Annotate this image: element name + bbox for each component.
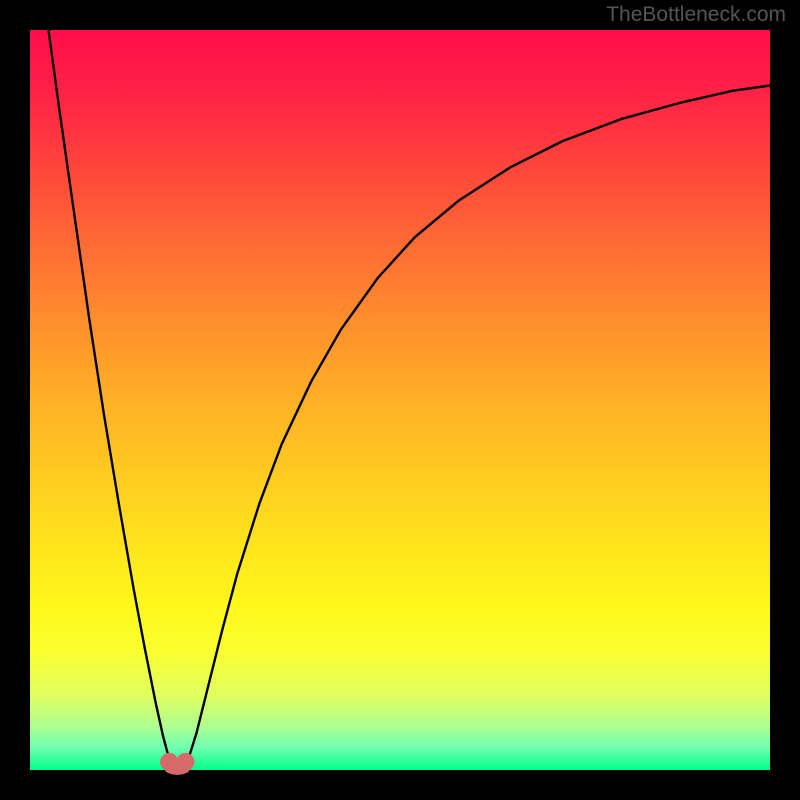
plot-background [30,30,770,770]
bottleneck-curve-chart [0,0,800,800]
optimal-marker [161,753,178,770]
optimal-marker [177,753,194,770]
chart-container: TheBottleneck.com [0,0,800,800]
watermark-text: TheBottleneck.com [606,3,786,27]
